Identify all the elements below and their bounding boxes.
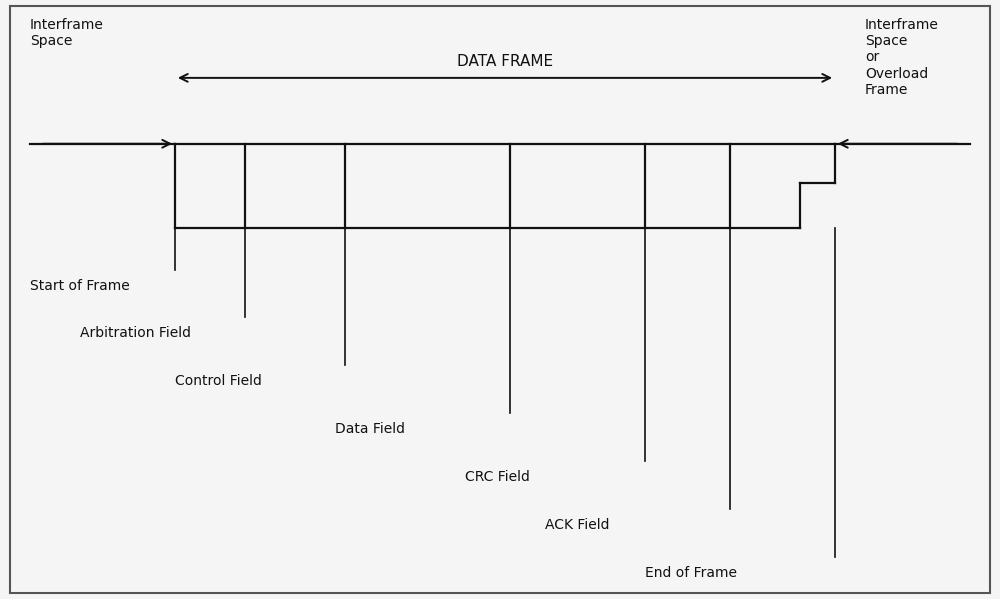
Text: Interframe
Space
or
Overload
Frame: Interframe Space or Overload Frame [865, 18, 939, 97]
Text: Arbitration Field: Arbitration Field [80, 326, 191, 340]
Text: DATA FRAME: DATA FRAME [457, 54, 553, 69]
Text: ACK Field: ACK Field [545, 518, 610, 532]
Text: Interframe
Space: Interframe Space [30, 18, 104, 48]
Text: End of Frame: End of Frame [645, 566, 737, 580]
Text: CRC Field: CRC Field [465, 470, 530, 484]
Text: Start of Frame: Start of Frame [30, 279, 130, 292]
Text: Control Field: Control Field [175, 374, 262, 388]
Text: Data Field: Data Field [335, 422, 405, 436]
